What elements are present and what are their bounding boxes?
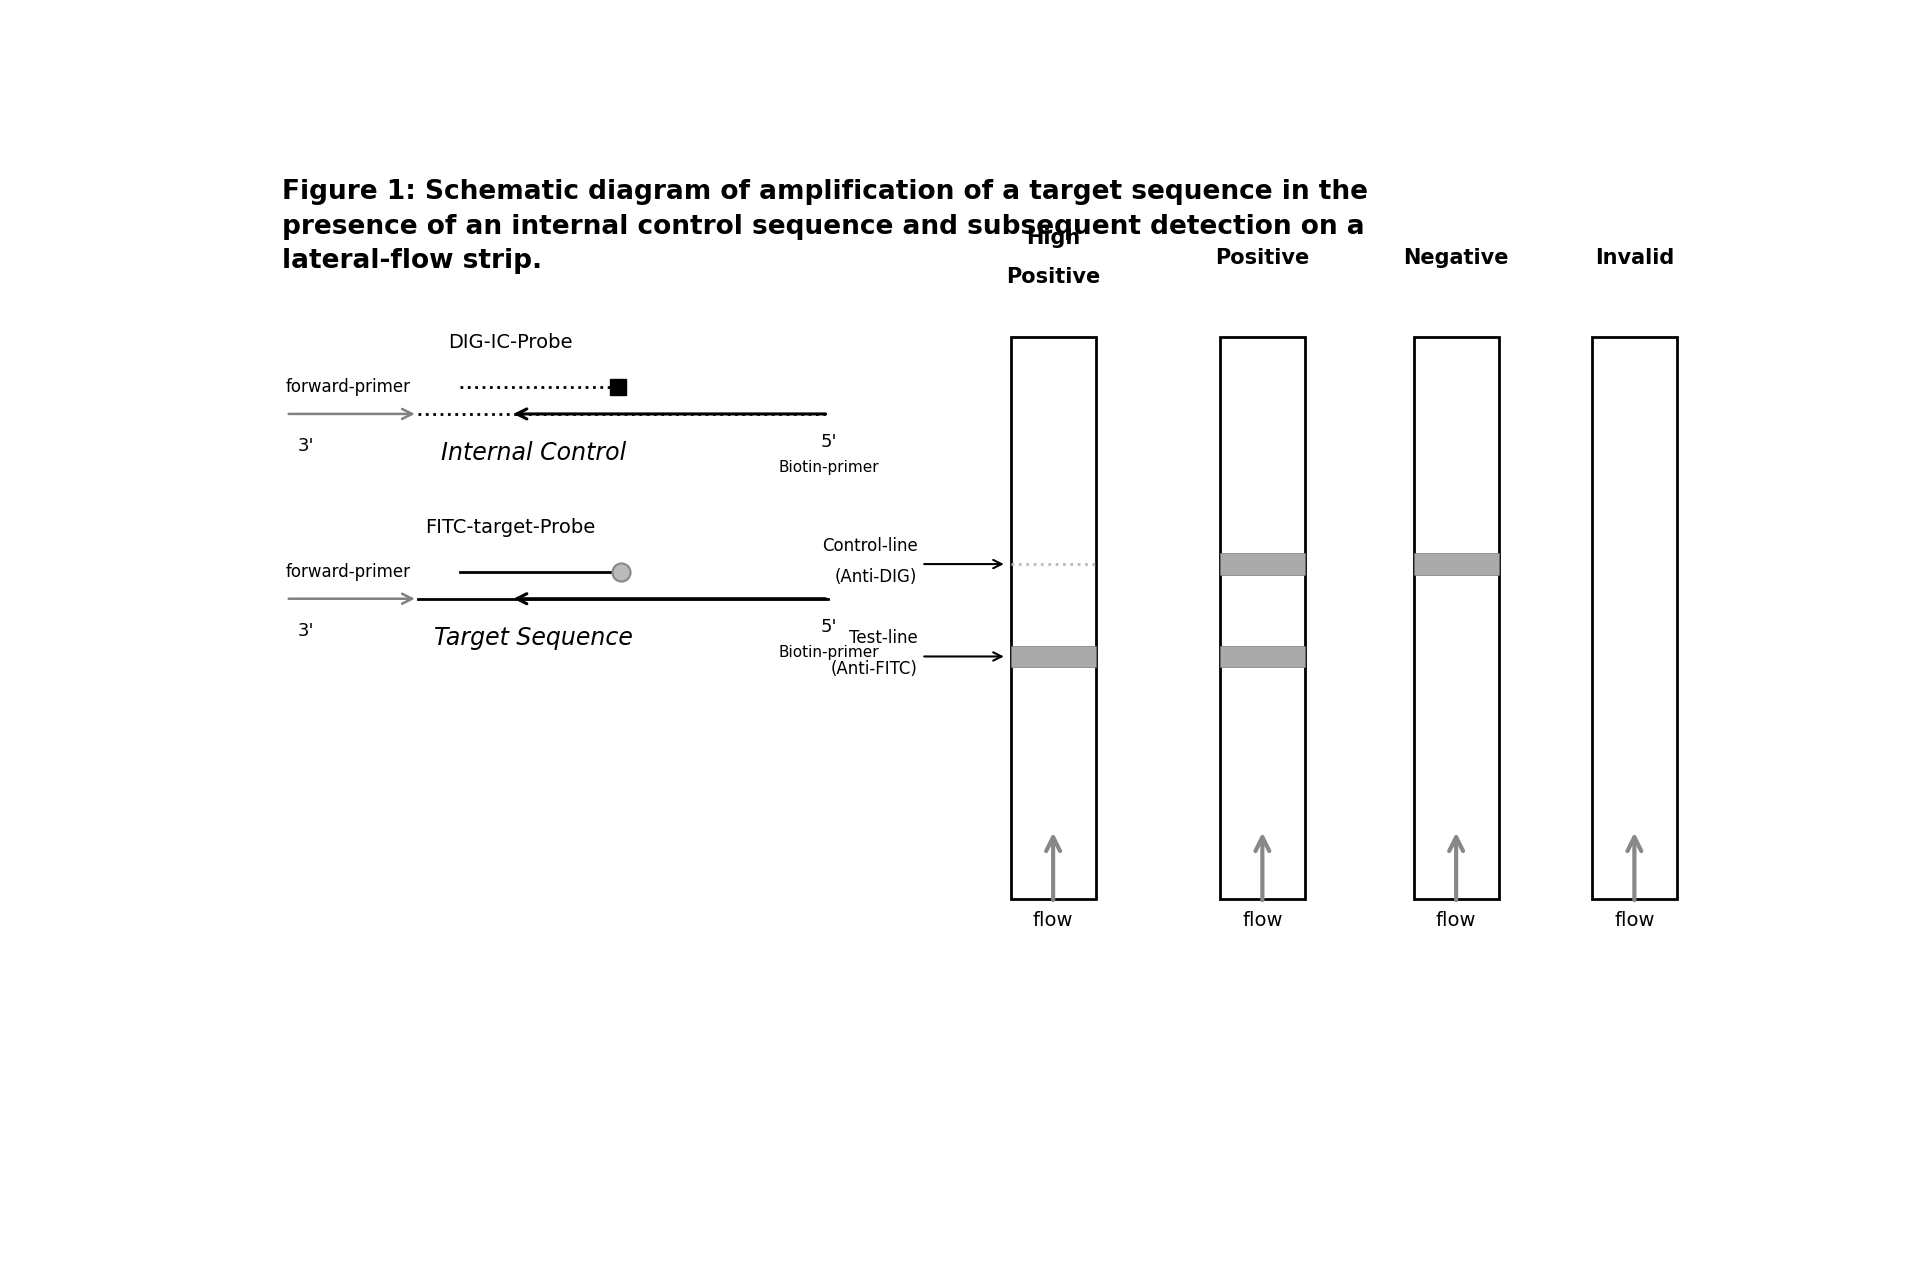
Bar [1219, 337, 1303, 900]
Bar [1219, 553, 1303, 575]
Text: flow: flow [1242, 911, 1282, 929]
Bar [1413, 553, 1499, 575]
Bar [1011, 646, 1095, 667]
Text: Invalid: Invalid [1594, 247, 1673, 268]
Text: lateral-flow strip.: lateral-flow strip. [281, 248, 542, 274]
Bar [1219, 646, 1303, 667]
Text: flow: flow [1032, 911, 1074, 929]
Text: forward-primer: forward-primer [285, 378, 412, 396]
Text: Biotin-primer: Biotin-primer [777, 645, 879, 660]
Text: Negative: Negative [1403, 247, 1508, 268]
Text: DIG-IC-Probe: DIG-IC-Probe [448, 333, 572, 353]
Bar [1413, 337, 1499, 900]
Text: Figure 1: Schematic diagram of amplification of a target sequence in the: Figure 1: Schematic diagram of amplifica… [281, 179, 1367, 205]
Text: Positive: Positive [1005, 266, 1101, 287]
Text: 3': 3' [297, 622, 314, 640]
Text: presence of an internal control sequence and subsequent detection on a: presence of an internal control sequence… [281, 214, 1365, 239]
Bar [1591, 337, 1677, 900]
Text: Positive: Positive [1215, 247, 1309, 268]
Text: Control-line: Control-line [821, 537, 917, 555]
Text: forward-primer: forward-primer [285, 562, 412, 580]
Text: Target Sequence: Target Sequence [434, 625, 634, 650]
Text: High: High [1026, 228, 1079, 248]
Text: 3': 3' [297, 438, 314, 456]
Text: FITC-target-Probe: FITC-target-Probe [425, 519, 595, 537]
Text: 5': 5' [821, 618, 836, 636]
Text: (Anti-FITC): (Anti-FITC) [831, 660, 917, 678]
Text: Biotin-primer: Biotin-primer [777, 461, 879, 475]
Bar [1011, 337, 1095, 900]
Text: Internal Control: Internal Control [440, 441, 626, 465]
Text: flow: flow [1614, 911, 1654, 929]
Text: Test-line: Test-line [848, 629, 917, 647]
Text: flow: flow [1436, 911, 1476, 929]
Text: (Anti-DIG): (Anti-DIG) [835, 568, 917, 586]
Text: 5': 5' [821, 434, 836, 452]
